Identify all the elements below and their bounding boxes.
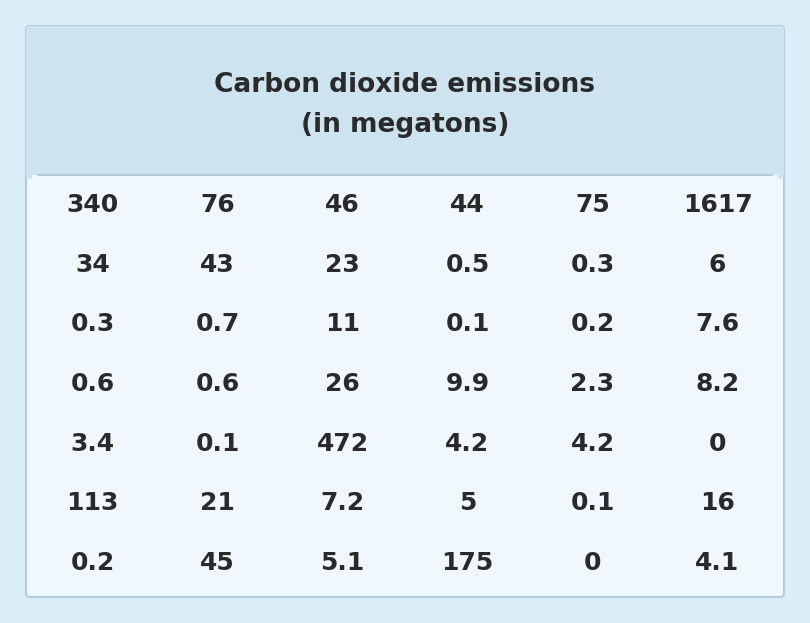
Text: 340: 340 (66, 193, 118, 217)
Text: Carbon dioxide emissions: Carbon dioxide emissions (215, 72, 595, 98)
Text: 4.2: 4.2 (570, 432, 615, 455)
Text: 75: 75 (575, 193, 610, 217)
Text: 175: 175 (441, 551, 493, 575)
Text: 11: 11 (325, 312, 360, 336)
Text: 7.6: 7.6 (696, 312, 740, 336)
Text: 5.1: 5.1 (321, 551, 364, 575)
Text: 16: 16 (700, 492, 735, 515)
Text: 45: 45 (200, 551, 235, 575)
Text: 26: 26 (325, 372, 360, 396)
Text: 46: 46 (325, 193, 360, 217)
Text: 113: 113 (66, 492, 119, 515)
Text: 76: 76 (200, 193, 235, 217)
Text: 21: 21 (200, 492, 235, 515)
Text: (in megatons): (in megatons) (301, 112, 509, 138)
Text: 3.4: 3.4 (70, 432, 114, 455)
Text: 8.2: 8.2 (696, 372, 740, 396)
Bar (32, 175, 778, 185)
Text: 0.1: 0.1 (570, 492, 615, 515)
Text: 4.1: 4.1 (695, 551, 740, 575)
Text: 0.1: 0.1 (446, 312, 490, 336)
Text: 43: 43 (200, 252, 235, 277)
Text: 4.2: 4.2 (446, 432, 489, 455)
Text: 0: 0 (584, 551, 601, 575)
Text: 0.2: 0.2 (570, 312, 615, 336)
Text: 0.6: 0.6 (70, 372, 115, 396)
Text: 0: 0 (709, 432, 727, 455)
Text: 5: 5 (458, 492, 476, 515)
Bar (30, 102, 780, 174)
Text: 0.1: 0.1 (195, 432, 240, 455)
Text: 23: 23 (325, 252, 360, 277)
Text: 0.3: 0.3 (570, 252, 615, 277)
Text: 44: 44 (450, 193, 485, 217)
FancyBboxPatch shape (26, 26, 784, 597)
Text: 7.2: 7.2 (321, 492, 364, 515)
Text: 1617: 1617 (683, 193, 752, 217)
Text: 6: 6 (709, 252, 727, 277)
Text: 0.2: 0.2 (70, 551, 115, 575)
Text: 0.5: 0.5 (446, 252, 489, 277)
Text: 0.6: 0.6 (195, 372, 240, 396)
Text: 2.3: 2.3 (570, 372, 615, 396)
Text: 472: 472 (317, 432, 369, 455)
FancyBboxPatch shape (26, 26, 784, 179)
Text: 9.9: 9.9 (446, 372, 489, 396)
Text: 34: 34 (75, 252, 110, 277)
Text: 0.7: 0.7 (195, 312, 240, 336)
Text: 0.3: 0.3 (70, 312, 115, 336)
